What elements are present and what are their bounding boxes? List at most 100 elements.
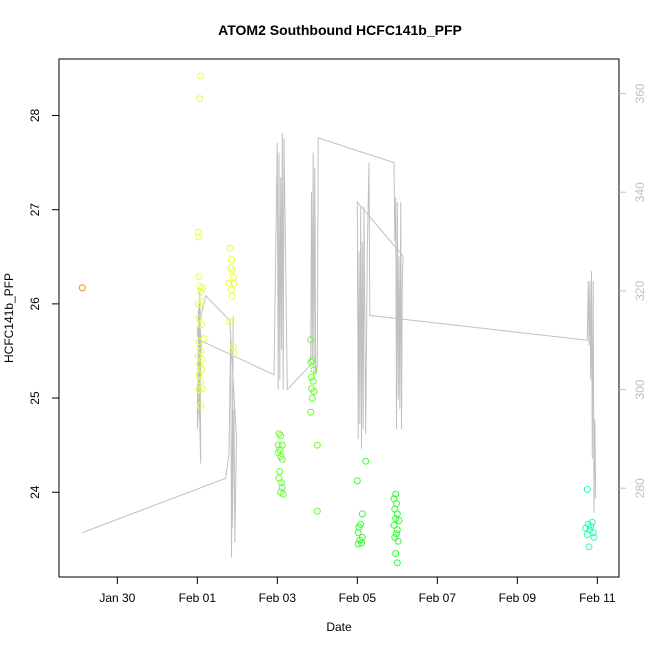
data-point	[228, 286, 235, 294]
x-axis-label: Date	[326, 620, 352, 634]
data-point	[198, 385, 206, 393]
data-point	[198, 321, 205, 329]
series-line	[82, 132, 597, 558]
x-tick-label: Feb 01	[179, 591, 217, 605]
data-point	[390, 521, 398, 529]
data-point	[196, 95, 204, 103]
data-point	[362, 457, 370, 465]
data-point	[582, 524, 590, 532]
data-point	[393, 510, 401, 518]
x-tick-label: Feb 05	[339, 591, 377, 605]
data-point	[358, 539, 365, 547]
data-point	[309, 377, 317, 385]
data-point	[195, 338, 203, 345]
point-layer	[78, 72, 598, 567]
data-point	[588, 518, 596, 526]
data-point	[308, 356, 316, 364]
x-tick-label: Jan 30	[99, 591, 135, 605]
data-point	[585, 543, 593, 551]
x-tick-label: Feb 07	[419, 591, 457, 605]
data-point	[276, 468, 284, 475]
data-point	[194, 352, 202, 360]
data-point	[393, 530, 400, 538]
data-point	[395, 517, 403, 524]
data-point	[278, 479, 285, 487]
data-point	[358, 510, 366, 518]
data-point	[308, 394, 316, 402]
plot-frame	[58, 58, 620, 578]
data-point	[194, 228, 202, 236]
data-point	[307, 408, 315, 416]
data-point	[308, 373, 315, 381]
data-point	[195, 386, 203, 394]
y2-tick-label: 280	[633, 478, 647, 498]
y-tick-label: 28	[28, 109, 42, 123]
data-point	[393, 559, 401, 567]
y2-tick-label: 360	[633, 83, 647, 103]
x-axis: Jan 30 Feb 01 Feb 03 Feb 05 Feb 07 Feb 09 Feb …	[99, 577, 616, 605]
data-point	[583, 485, 591, 493]
y-axis-right: 280 300 320 340 360	[619, 83, 647, 498]
data-point	[394, 537, 402, 545]
y2-tick-label: 300	[633, 379, 647, 399]
data-point	[307, 358, 315, 366]
data-point	[590, 533, 598, 541]
line-layer	[82, 132, 597, 558]
data-point	[392, 550, 400, 557]
y-tick-label: 27	[28, 203, 42, 217]
data-point	[278, 455, 286, 463]
y-tick-label: 24	[28, 485, 42, 499]
data-point	[197, 288, 205, 296]
data-point	[313, 441, 321, 449]
y-axis-left: 24 25 26 27 28	[28, 109, 59, 499]
data-point	[279, 490, 287, 498]
data-point	[583, 531, 591, 539]
y-tick-label: 25	[28, 391, 42, 405]
data-point	[195, 314, 203, 322]
data-point	[392, 490, 400, 498]
data-point	[278, 484, 286, 491]
y2-tick-label: 320	[633, 281, 647, 301]
data-point	[226, 244, 234, 252]
data-point	[197, 377, 205, 385]
data-point	[197, 72, 205, 80]
data-point	[195, 273, 203, 281]
x-tick-label: Feb 11	[579, 591, 616, 605]
data-point	[277, 432, 285, 440]
data-point	[275, 430, 283, 438]
data-point	[228, 256, 235, 264]
data-point	[354, 540, 362, 548]
data-point	[310, 388, 318, 395]
x-tick-label: Feb 09	[499, 591, 537, 605]
data-point	[197, 402, 205, 410]
data-point	[195, 371, 203, 378]
data-point	[307, 336, 315, 344]
data-point	[313, 507, 321, 515]
data-point	[354, 529, 362, 537]
data-point	[227, 264, 235, 272]
y-tick-label: 26	[28, 297, 42, 311]
data-point	[230, 349, 238, 357]
chart-title: ATOM2 Southbound HCFC141b_PFP	[218, 22, 462, 38]
data-point	[274, 441, 282, 449]
data-point	[229, 342, 237, 350]
y-axis-label: HCFC141b_PFP	[2, 273, 16, 363]
data-point	[198, 298, 206, 306]
data-point	[228, 266, 236, 274]
data-point	[195, 233, 203, 241]
data-point	[194, 300, 202, 308]
data-point	[226, 318, 234, 326]
data-point	[78, 284, 86, 292]
y2-tick-label: 340	[633, 182, 647, 202]
data-point	[198, 284, 206, 292]
data-point	[225, 279, 233, 287]
x-tick-label: Feb 03	[259, 591, 297, 605]
data-point	[393, 526, 401, 534]
data-point	[353, 477, 361, 485]
data-point	[230, 279, 238, 287]
data-point	[228, 292, 236, 300]
data-point	[310, 366, 318, 374]
